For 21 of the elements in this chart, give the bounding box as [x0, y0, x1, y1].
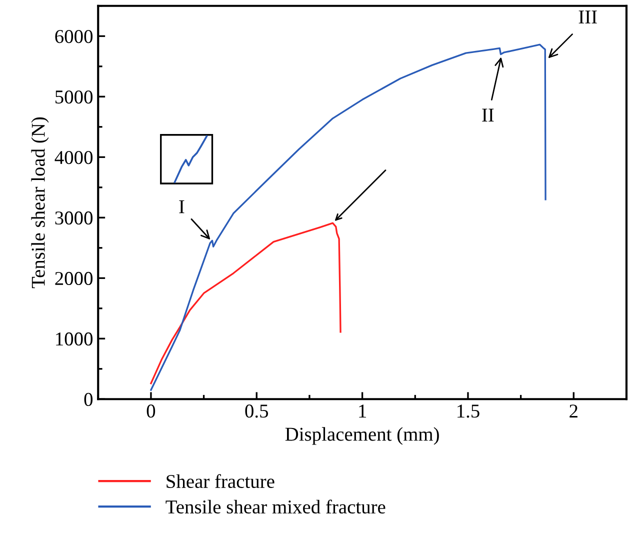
y-tick-label: 2000 — [55, 272, 93, 286]
y-tick-label: 5000 — [56, 90, 93, 104]
x-tick-label: 1.5 — [458, 404, 480, 418]
annotation: III — [578, 10, 597, 24]
line-series — [150, 222, 342, 384]
y-tick-label: 6000 — [55, 30, 93, 44]
y-tick-label: 3000 — [55, 211, 93, 225]
legend-label: Tensile shear mixed fracture — [166, 500, 386, 514]
y-axis-title: Tensile shear load (N) — [31, 117, 49, 288]
annotation: II — [482, 108, 494, 122]
y-tick-label: 1000 — [56, 332, 93, 346]
legend-label: Shear fracture — [166, 474, 274, 488]
annotation: I — [179, 200, 184, 214]
x-tick-label: 2 — [570, 404, 578, 418]
x-tick-label: 1 — [359, 404, 366, 418]
x-axis-title: Displacement (mm) — [285, 427, 439, 445]
x-tick-label: 0 — [146, 404, 156, 418]
y-tick-label: 4000 — [54, 150, 93, 164]
x-tick-label: 0.5 — [245, 404, 268, 418]
y-tick-label: 0 — [84, 392, 93, 406]
line-series — [150, 44, 546, 391]
